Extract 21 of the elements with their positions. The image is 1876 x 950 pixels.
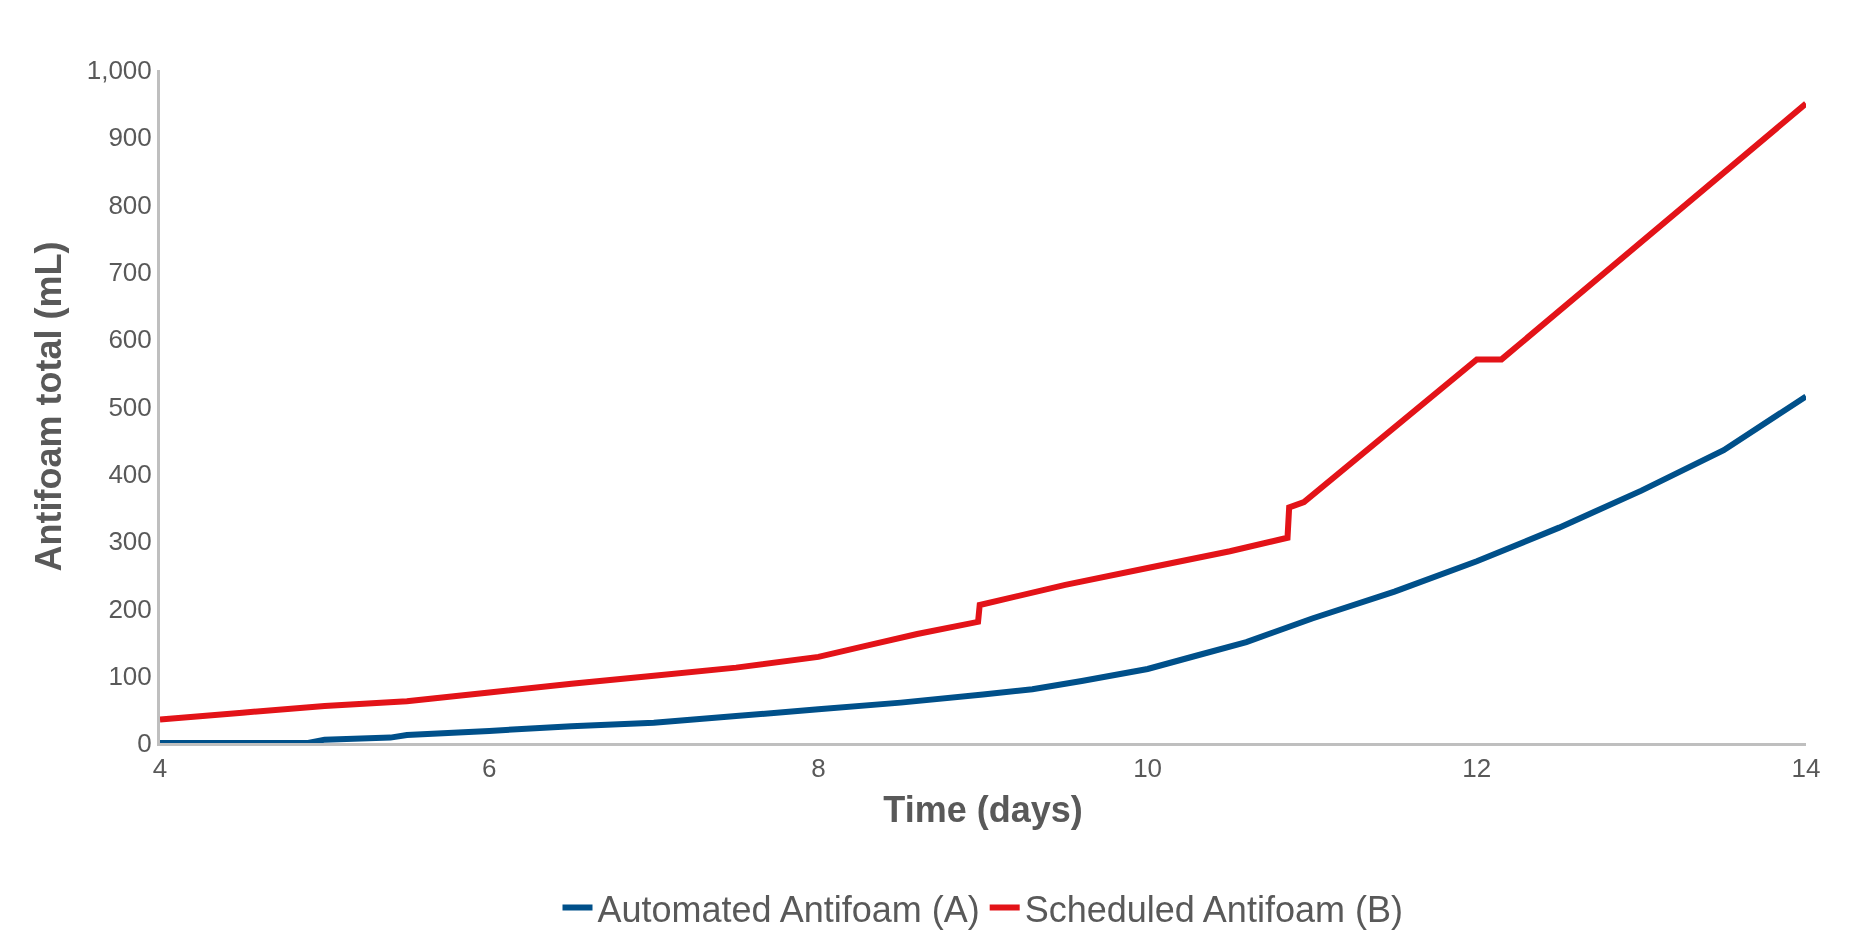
y-tick-label: 1,000 <box>86 55 152 86</box>
y-tick-label: 0 <box>137 728 152 759</box>
x-tick-label: 14 <box>1791 753 1821 784</box>
y-tick-label: 400 <box>108 458 152 489</box>
x-tick-label: 6 <box>481 753 497 784</box>
y-tick-label: 900 <box>108 122 152 153</box>
x-tick-label: 12 <box>1462 753 1492 784</box>
legend-label: Automated Antifoam (A) <box>597 888 980 930</box>
x-tick-label: 4 <box>152 753 168 784</box>
y-tick-label: 600 <box>108 324 152 355</box>
y-axis-title: Antifoam total (mL) <box>27 241 69 572</box>
x-tick-label: 8 <box>811 753 826 784</box>
y-tick-label: 100 <box>108 660 152 691</box>
y-tick-label: 700 <box>108 257 152 287</box>
y-tick-label: 300 <box>108 526 152 557</box>
x-axis-title: Time (days) <box>883 788 1083 830</box>
y-tick-label: 800 <box>108 189 152 220</box>
x-tick-label: 10 <box>1133 753 1163 784</box>
y-tick-label: 200 <box>108 593 152 624</box>
legend-label: Scheduled Antifoam (B) <box>1024 888 1403 930</box>
y-tick-label: 500 <box>108 391 152 422</box>
